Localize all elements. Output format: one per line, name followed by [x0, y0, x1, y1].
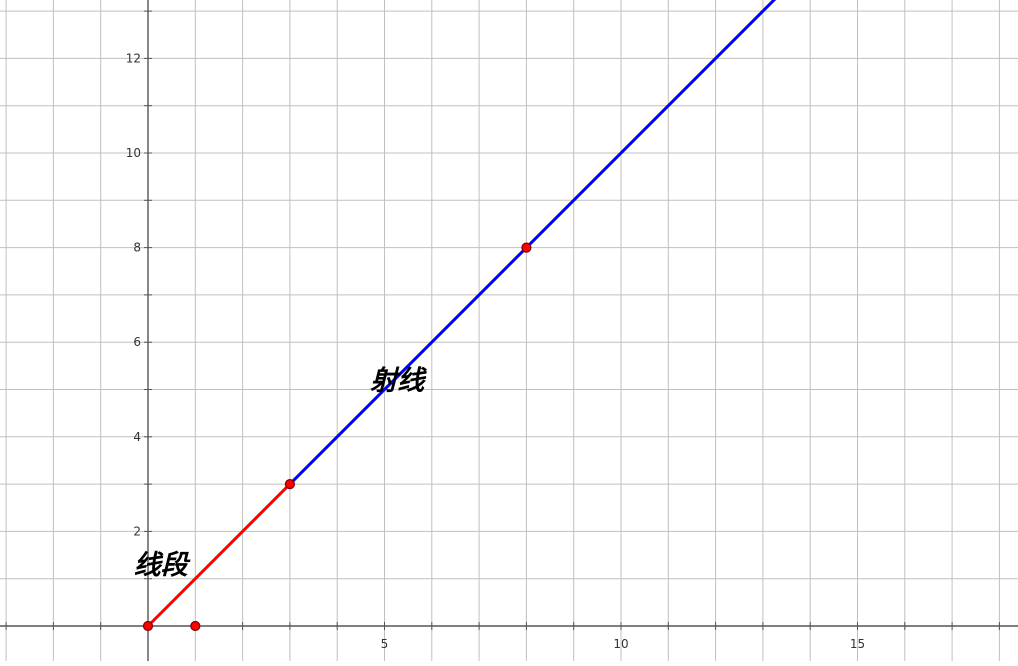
x-tick-label: 5	[381, 637, 389, 651]
tick-labels: 5 10 15 2 4 6 8 10 12	[126, 51, 865, 651]
points	[142, 242, 532, 632]
point-marker[interactable]	[521, 242, 532, 253]
annotation-label: 线段	[134, 550, 191, 581]
ray-line	[288, 0, 777, 486]
lines	[146, 0, 777, 628]
y-tick-label: 12	[126, 51, 141, 65]
point-marker[interactable]	[284, 479, 295, 490]
annotation-label: 射线	[370, 366, 427, 397]
y-tick-label: 2	[133, 524, 141, 538]
y-tick-label: 4	[133, 430, 141, 444]
y-tick-label: 6	[133, 335, 141, 349]
x-tick-label: 15	[850, 637, 865, 651]
x-tick-label: 10	[613, 637, 628, 651]
segment-line	[146, 483, 291, 628]
annotations: 线段 射线	[134, 366, 427, 581]
point-marker[interactable]	[190, 620, 201, 632]
y-tick-label: 10	[126, 146, 141, 160]
point-marker[interactable]	[142, 620, 154, 632]
y-tick-label: 8	[133, 241, 141, 255]
